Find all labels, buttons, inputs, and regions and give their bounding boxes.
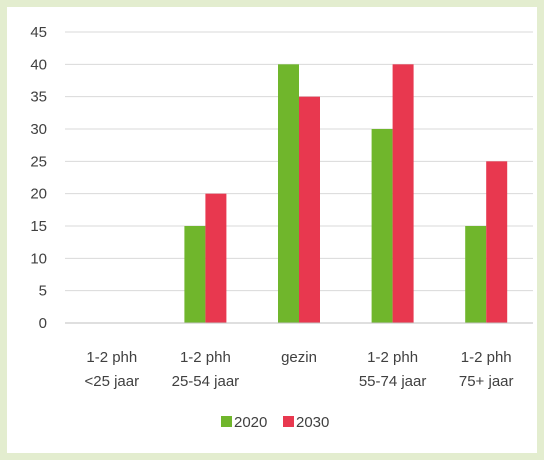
- y-tick-label: 5: [39, 283, 47, 300]
- x-category-label: 1-2 phh: [461, 349, 512, 366]
- y-axis-tick-labels: 0 5 10 15 20 25 30 35 40 45: [30, 24, 47, 332]
- x-category-label: 1-2 phh: [367, 349, 418, 366]
- y-tick-label: 40: [30, 56, 47, 73]
- x-category-label: <25 jaar: [84, 373, 139, 390]
- bar-2030-3: [392, 64, 414, 324]
- x-category-label: 1-2 phh: [86, 349, 137, 366]
- x-category-label: 75+ jaar: [459, 373, 514, 390]
- bar-2020-3: [371, 129, 393, 323]
- legend-label-2030: 2030: [296, 414, 329, 431]
- y-tick-label: 25: [30, 153, 47, 170]
- legend: 2020 2030: [221, 414, 329, 431]
- y-tick-label: 20: [30, 186, 47, 203]
- bar-2030-1: [205, 193, 227, 323]
- bar-2030-4: [486, 161, 508, 323]
- y-tick-label: 30: [30, 121, 47, 138]
- x-category-label: 1-2 phh: [180, 349, 231, 366]
- y-tick-label: 0: [39, 315, 47, 332]
- y-tick-label: 10: [30, 250, 47, 267]
- bar-2020-1: [184, 226, 206, 323]
- bar-2030-2: [299, 96, 320, 324]
- x-category-label: 55-74 jaar: [359, 373, 427, 390]
- y-tick-label: 45: [30, 24, 47, 41]
- legend-swatch-2020: [221, 416, 232, 427]
- legend-swatch-2030: [283, 416, 294, 427]
- bar-2020-2: [278, 64, 299, 324]
- y-tick-label: 35: [30, 89, 47, 106]
- x-axis-category-labels: 1-2 phh <25 jaar 1-2 phh 25-54 jaar gezin 1-2…: [84, 349, 513, 390]
- x-category-label: 25-54 jaar: [172, 373, 240, 390]
- bars: [184, 64, 508, 324]
- legend-label-2020: 2020: [234, 414, 267, 431]
- chart-panel: 0 5 10 15 20 25 30 35 40 45 1-2 phh <25 jaar 1-2 ph…: [7, 7, 537, 453]
- bar-2020-4: [465, 226, 487, 323]
- x-category-label: gezin: [281, 349, 317, 366]
- y-tick-label: 15: [30, 218, 47, 235]
